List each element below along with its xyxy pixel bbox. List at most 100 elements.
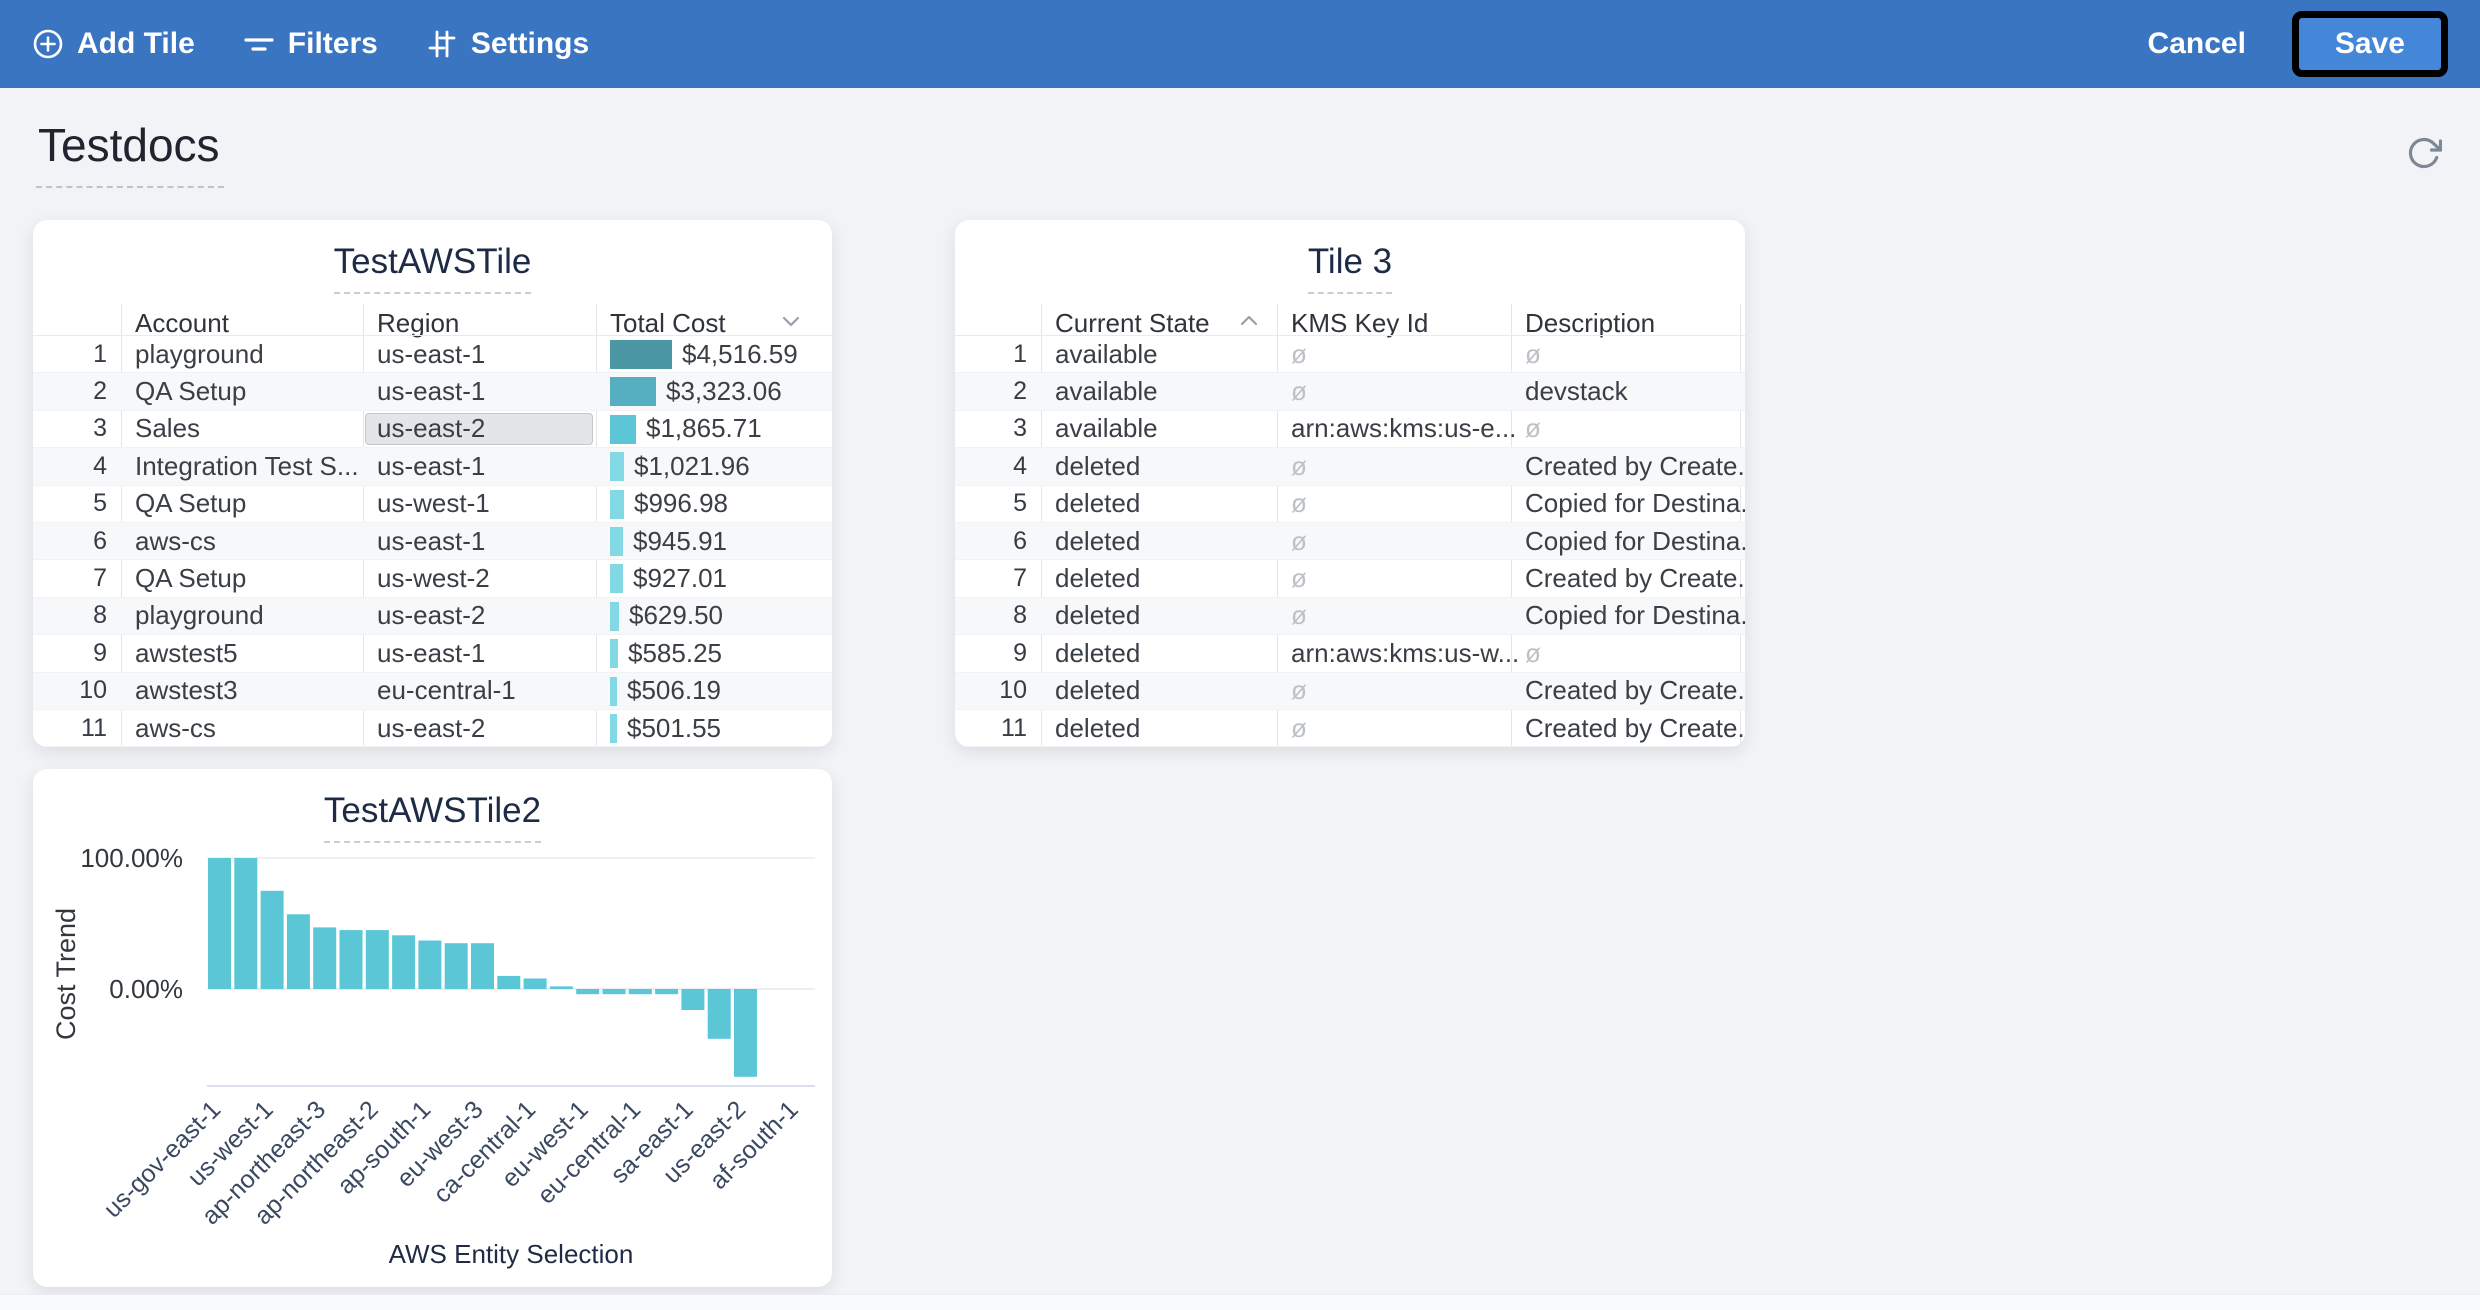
table-row[interactable]: 6 deleted ø Copied for Destina... bbox=[955, 522, 1745, 561]
chevron-up-icon[interactable] bbox=[1239, 314, 1259, 333]
cell-current-state[interactable]: available bbox=[1055, 413, 1158, 444]
tile-testawstile-title[interactable]: TestAWSTile bbox=[333, 242, 532, 294]
cell-description[interactable]: ø bbox=[1525, 338, 1541, 369]
table-row[interactable]: 10 awstest3 eu-central-1 $506.19 bbox=[33, 672, 832, 710]
cell-total-cost[interactable]: $501.55 bbox=[627, 712, 721, 743]
cell-kms-key-id[interactable]: arn:aws:kms:us-e... bbox=[1291, 413, 1517, 444]
refresh-button[interactable] bbox=[2404, 134, 2444, 174]
table-row[interactable]: 3 available arn:aws:kms:us-e... ø bbox=[955, 411, 1745, 449]
column-header-account[interactable]: Account bbox=[135, 308, 229, 338]
table-row[interactable]: 6 aws-cs us-east-1 $945.91 bbox=[33, 522, 832, 561]
cell-kms-key-id[interactable]: ø bbox=[1291, 600, 1307, 631]
cell-account[interactable]: aws-cs bbox=[135, 712, 216, 743]
chevron-down-icon[interactable] bbox=[781, 314, 801, 333]
cell-total-cost[interactable]: $3,323.06 bbox=[666, 376, 782, 407]
table-row[interactable]: 8 deleted ø Copied for Destina... bbox=[955, 597, 1745, 636]
column-header-currentstate[interactable]: Current State bbox=[1055, 308, 1210, 338]
column-header-description[interactable]: Description bbox=[1525, 308, 1656, 338]
table-row[interactable]: 11 aws-cs us-east-2 $501.55 bbox=[33, 710, 832, 747]
table-row[interactable]: 9 deleted arn:aws:kms:us-w... ø bbox=[955, 635, 1745, 673]
table-row[interactable]: 4 Integration Test S... us-east-1 $1,021.96 bbox=[33, 448, 832, 486]
table-row[interactable]: 9 awstest5 us-east-1 $585.25 bbox=[33, 635, 832, 673]
table-row[interactable]: 2 available ø devstack bbox=[955, 373, 1745, 411]
column-header-region[interactable]: Region bbox=[377, 308, 460, 338]
cell-total-cost[interactable]: $506.19 bbox=[627, 675, 721, 706]
table-row[interactable]: 1 available ø ø bbox=[955, 336, 1745, 374]
cell-account[interactable]: playground bbox=[135, 338, 264, 369]
column-header-totalcost[interactable]: Total Cost bbox=[610, 308, 726, 338]
cell-current-state[interactable]: available bbox=[1055, 338, 1158, 369]
cell-account[interactable]: awstest3 bbox=[135, 675, 238, 706]
cell-current-state[interactable]: deleted bbox=[1055, 525, 1141, 556]
tile-testawstile2-title[interactable]: TestAWSTile2 bbox=[323, 791, 542, 843]
cancel-button[interactable]: Cancel bbox=[2147, 27, 2246, 60]
cell-total-cost[interactable]: $629.50 bbox=[629, 600, 723, 631]
cell-region[interactable]: us-east-1 bbox=[377, 376, 486, 407]
cell-region[interactable]: us-east-1 bbox=[377, 525, 486, 556]
cell-kms-key-id[interactable]: ø bbox=[1291, 338, 1307, 369]
cell-description[interactable]: Created by Create... bbox=[1525, 563, 1745, 594]
cell-current-state[interactable]: available bbox=[1055, 376, 1158, 407]
cell-description[interactable]: devstack bbox=[1525, 376, 1628, 407]
cell-current-state[interactable]: deleted bbox=[1055, 712, 1141, 743]
table-row[interactable]: 5 deleted ø Copied for Destina... bbox=[955, 486, 1745, 523]
cell-total-cost[interactable]: $585.25 bbox=[628, 637, 722, 668]
cell-kms-key-id[interactable]: ø bbox=[1291, 525, 1307, 556]
cell-region[interactable]: us-east-2 bbox=[377, 712, 486, 743]
filters-button[interactable]: Filters bbox=[243, 27, 378, 61]
cell-account[interactable]: QA Setup bbox=[135, 488, 247, 519]
cell-total-cost[interactable]: $996.98 bbox=[634, 488, 728, 519]
cell-description[interactable]: Created by Create... bbox=[1525, 712, 1745, 743]
cell-description[interactable]: Copied for Destina... bbox=[1525, 525, 1745, 556]
cell-current-state[interactable]: deleted bbox=[1055, 637, 1141, 668]
cell-current-state[interactable]: deleted bbox=[1055, 488, 1141, 519]
table-row[interactable]: 3 Sales us-east-2 $1,865.71 bbox=[33, 411, 832, 449]
cell-region[interactable]: us-east-2 bbox=[377, 600, 486, 631]
cell-kms-key-id[interactable]: ø bbox=[1291, 712, 1307, 743]
cell-account[interactable]: QA Setup bbox=[135, 376, 247, 407]
column-header-kmskeyid[interactable]: KMS Key Id bbox=[1291, 308, 1429, 338]
cell-current-state[interactable]: deleted bbox=[1055, 450, 1141, 481]
cell-account[interactable]: awstest5 bbox=[135, 637, 238, 668]
cell-region[interactable]: us-east-1 bbox=[377, 338, 486, 369]
cell-account[interactable]: Integration Test S... bbox=[135, 450, 359, 481]
cell-region[interactable]: eu-central-1 bbox=[377, 675, 516, 706]
table-row[interactable]: 10 deleted ø Created by Create... bbox=[955, 672, 1745, 710]
cell-region[interactable]: us-west-2 bbox=[377, 563, 490, 594]
cell-kms-key-id[interactable]: ø bbox=[1291, 675, 1307, 706]
cell-kms-key-id[interactable]: arn:aws:kms:us-w... bbox=[1291, 637, 1520, 668]
table-row[interactable]: 5 QA Setup us-west-1 $996.98 bbox=[33, 486, 832, 523]
cell-description[interactable]: Created by Create... bbox=[1525, 450, 1745, 481]
settings-button[interactable]: Settings bbox=[426, 27, 589, 61]
cell-description[interactable]: ø bbox=[1525, 413, 1541, 444]
table-row[interactable]: 7 QA Setup us-west-2 $927.01 bbox=[33, 560, 832, 598]
cell-region[interactable]: us-west-1 bbox=[377, 488, 490, 519]
save-button[interactable]: Save bbox=[2291, 11, 2448, 77]
cell-current-state[interactable]: deleted bbox=[1055, 600, 1141, 631]
table-row[interactable]: 4 deleted ø Created by Create... bbox=[955, 448, 1745, 486]
cell-region[interactable]: us-east-2 bbox=[377, 413, 486, 444]
cell-total-cost[interactable]: $927.01 bbox=[633, 563, 727, 594]
page-title[interactable]: Testdocs bbox=[36, 118, 224, 188]
cell-region[interactable]: us-east-1 bbox=[377, 637, 486, 668]
cell-description[interactable]: ø bbox=[1525, 637, 1541, 668]
table-row[interactable]: 1 playground us-east-1 $4,516.59 bbox=[33, 336, 832, 374]
table-row[interactable]: 11 deleted ø Created by Create... bbox=[955, 710, 1745, 747]
table-row[interactable]: 2 QA Setup us-east-1 $3,323.06 bbox=[33, 373, 832, 411]
add-tile-button[interactable]: Add Tile bbox=[32, 27, 195, 61]
cell-current-state[interactable]: deleted bbox=[1055, 675, 1141, 706]
cell-account[interactable]: QA Setup bbox=[135, 563, 247, 594]
cell-kms-key-id[interactable]: ø bbox=[1291, 563, 1307, 594]
tile-tile3-title[interactable]: Tile 3 bbox=[1307, 242, 1393, 294]
table-row[interactable]: 7 deleted ø Created by Create... bbox=[955, 560, 1745, 598]
cell-total-cost[interactable]: $1,021.96 bbox=[634, 450, 750, 481]
cell-current-state[interactable]: deleted bbox=[1055, 563, 1141, 594]
cell-description[interactable]: Copied for Destina... bbox=[1525, 488, 1745, 519]
cell-kms-key-id[interactable]: ø bbox=[1291, 450, 1307, 481]
cell-account[interactable]: playground bbox=[135, 600, 264, 631]
cell-description[interactable]: Copied for Destina... bbox=[1525, 600, 1745, 631]
cell-kms-key-id[interactable]: ø bbox=[1291, 376, 1307, 407]
cell-description[interactable]: Created by Create... bbox=[1525, 675, 1745, 706]
cell-total-cost[interactable]: $4,516.59 bbox=[682, 338, 798, 369]
cell-account[interactable]: aws-cs bbox=[135, 525, 216, 556]
